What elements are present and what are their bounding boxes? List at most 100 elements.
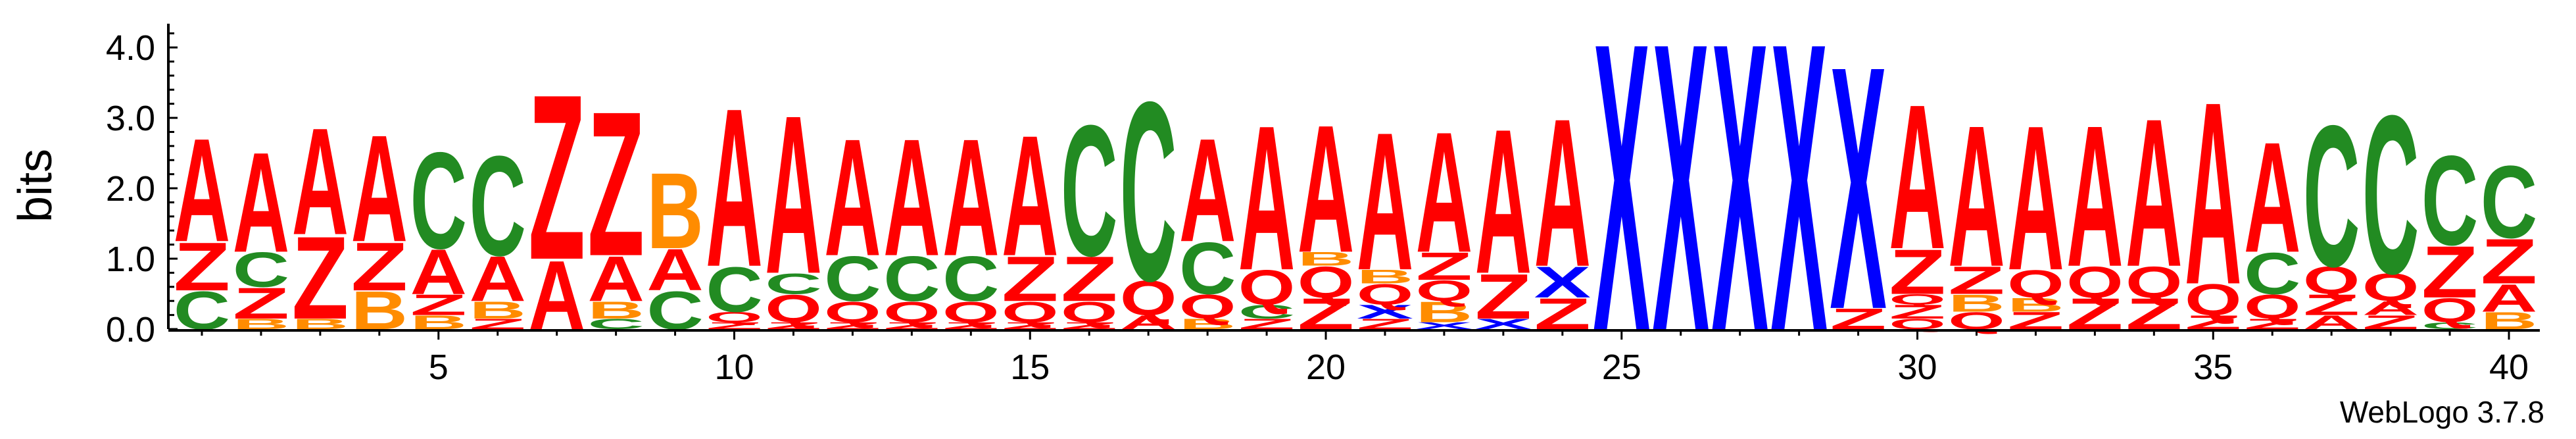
logo-glyph-Q-pos-19: Q [1238, 260, 1295, 315]
logo-glyph-A-pos-15: A [1002, 100, 1058, 292]
logo-glyph-Q-pos-21: Q [1357, 278, 1413, 311]
logo-glyph-Z-pos-3: Z [292, 213, 349, 344]
logo-glyph-A-pos-20: A [1298, 88, 1354, 291]
logo-glyph-Z-pos-7: Z [529, 45, 585, 309]
logo-glyph-A-pos-38: A [2362, 297, 2419, 319]
logo-glyph-B-pos-9: B [646, 151, 703, 271]
logo-glyph-C-pos-14: C [942, 244, 999, 315]
logo-glyph-X-pos-25: X [1593, 0, 1651, 417]
logo-glyph-C-pos-13: C [883, 244, 940, 315]
logo-glyph-C-pos-39: C [2421, 130, 2478, 272]
logo-glyph-Q-pos-13: Q [883, 296, 940, 328]
logo-glyph-Z-pos-4: Z [351, 228, 408, 305]
logo-glyph-C-pos-12: C [824, 244, 881, 315]
logo-glyph-Z-pos-12: Z [824, 321, 881, 332]
logo-glyph-B-pos-31: B [1948, 290, 2005, 317]
logo-glyph-Z-pos-23: Z [1475, 261, 1532, 332]
logo-glyph-Z-pos-14: Z [942, 321, 999, 332]
logo-glyph-Q-pos-35: Q [2185, 276, 2241, 325]
y-tick-label: 2.0 [106, 169, 155, 209]
x-tick-label: 25 [1602, 348, 1641, 387]
x-tick-label: 30 [1897, 348, 1937, 387]
logo-glyph-Z-pos-15: Z [1002, 243, 1058, 315]
logo-glyph-Z-pos-16: Z [1061, 321, 1117, 332]
logo-glyph-A-pos-30: A [1889, 62, 1945, 292]
logo-glyph-A-pos-4: A [351, 104, 408, 274]
logo-glyph-Z-pos-13: Z [883, 321, 940, 332]
logo-glyph-C-pos-17: C [1120, 49, 1177, 334]
logo-glyph-Z-pos-15: Z [1002, 321, 1058, 332]
logo-glyph-B-pos-21: B [1357, 266, 1413, 288]
x-tick-label: 40 [2489, 348, 2529, 387]
y-axis-title: bits [9, 149, 62, 222]
logo-glyph-A-pos-14: A [942, 105, 999, 292]
logo-glyph-Q-pos-30: Q [1889, 291, 1945, 307]
logo-glyph-C-pos-16: C [1061, 87, 1117, 296]
logo-glyph-Q-pos-18: Q [1179, 288, 1236, 326]
y-tick-label: 4.0 [106, 28, 155, 68]
logo-glyph-A-pos-10: A [706, 61, 762, 315]
logo-glyph-X-pos-22: X [1416, 321, 1472, 332]
logo-glyph-Q-pos-11: Q [765, 286, 821, 330]
logo-glyph-Q-pos-34: Q [2126, 258, 2182, 307]
logo-glyph-A-pos-36: A [2244, 110, 2300, 286]
logo-glyph-A-pos-22: A [1416, 97, 1472, 289]
logo-glyph-C-pos-10: C [706, 254, 762, 326]
logo-glyph-A-pos-19: A [1238, 83, 1295, 313]
logo-glyph-B-pos-6: B [470, 296, 526, 324]
logo-glyph-Z-pos-39: Z [2421, 232, 2478, 314]
logo-glyph-Q-pos-12: Q [824, 296, 881, 328]
logo-glyph-X-pos-28: X [1770, 0, 1828, 417]
x-tick-label: 10 [714, 348, 754, 387]
logo-glyph-A-pos-34: A [2126, 76, 2182, 311]
logo-glyph-Q-pos-16: Q [1061, 296, 1117, 328]
logo-glyph-A-pos-35: A [2185, 47, 2241, 339]
y-tick-label: 1.0 [106, 240, 155, 279]
logo-glyph-Z-pos-30: Z [1889, 301, 1945, 323]
logo-glyph-Q-pos-10: Q [706, 309, 762, 325]
logo-glyph-Q-pos-17: Q [1120, 271, 1177, 326]
logo-glyph-Q-pos-14: Q [942, 296, 999, 328]
logo-glyph-Q-pos-38: Q [2362, 265, 2419, 309]
logo-glyph-Z-pos-2: Z [233, 279, 289, 328]
logo-glyph-Q-pos-37: Q [2303, 258, 2360, 302]
logo-glyph-X-pos-26: X [1653, 0, 1710, 417]
logo-glyph-A-pos-32: A [2007, 83, 2064, 313]
weblogo-version-label: WebLogo 3.7.8 [2339, 395, 2544, 429]
logo-glyph-Z-pos-5: Z [410, 288, 467, 321]
logo-glyph-A-pos-24: A [1534, 76, 1591, 311]
logo-glyph-C-pos-5: C [410, 124, 467, 278]
logo-glyph-Z-pos-37: Z [2303, 288, 2360, 321]
axes: 0.0 1.0 2.0 3.0 4.0 5 10 15 20 25 30 35 40 [106, 24, 2540, 387]
logo-glyphs: CZABZCABZABZABZACZBACAZCBAZCABZQCAZQCAZQ… [174, 0, 2537, 417]
logo-glyph-A-pos-12: A [824, 105, 881, 292]
logo-glyph-Q-pos-39: Q [2421, 291, 2478, 329]
logo-glyph-A-pos-13: A [883, 105, 940, 292]
x-tick-label: 20 [1306, 348, 1346, 387]
logo-glyph-X-pos-29: X [1830, 0, 1887, 382]
logo-glyph-Z-pos-16: Z [1061, 243, 1117, 315]
logo-glyph-Z-pos-11: Z [765, 321, 821, 332]
logo-glyph-Z-pos-8: Z [587, 68, 644, 299]
logo-glyph-C-pos-40: C [2481, 144, 2537, 259]
logo-glyph-C-pos-11: C [765, 267, 821, 300]
logo-glyph-Z-pos-1: Z [174, 228, 230, 305]
logo-glyph-A-pos-11: A [765, 68, 821, 321]
y-tick-label: 0.0 [106, 310, 155, 349]
logo-glyph-Q-pos-22: Q [1416, 274, 1472, 307]
logo-glyph-A-pos-2: A [233, 124, 289, 282]
logo-glyph-C-pos-2: C [233, 243, 289, 297]
x-tick-label: 35 [2193, 348, 2233, 387]
logo-glyph-C-pos-18: C [1179, 227, 1236, 310]
logo-glyph-C-pos-6: C [470, 127, 526, 286]
logo-glyph-Q-pos-20: Q [1298, 258, 1354, 307]
logo-glyph-A-pos-31: A [1948, 84, 2005, 309]
logo-glyph-Q-pos-32: Q [2007, 262, 2064, 306]
logo-glyph-A-pos-23: A [1475, 87, 1532, 317]
logo-glyph-C-pos-19: C [1238, 301, 1295, 323]
x-tick-label: 15 [1010, 348, 1050, 387]
logo-glyph-Q-pos-33: Q [2066, 258, 2123, 307]
logo-glyph-X-pos-24: X [1534, 257, 1591, 307]
logo-glyph-Q-pos-15: Q [1002, 296, 1058, 328]
